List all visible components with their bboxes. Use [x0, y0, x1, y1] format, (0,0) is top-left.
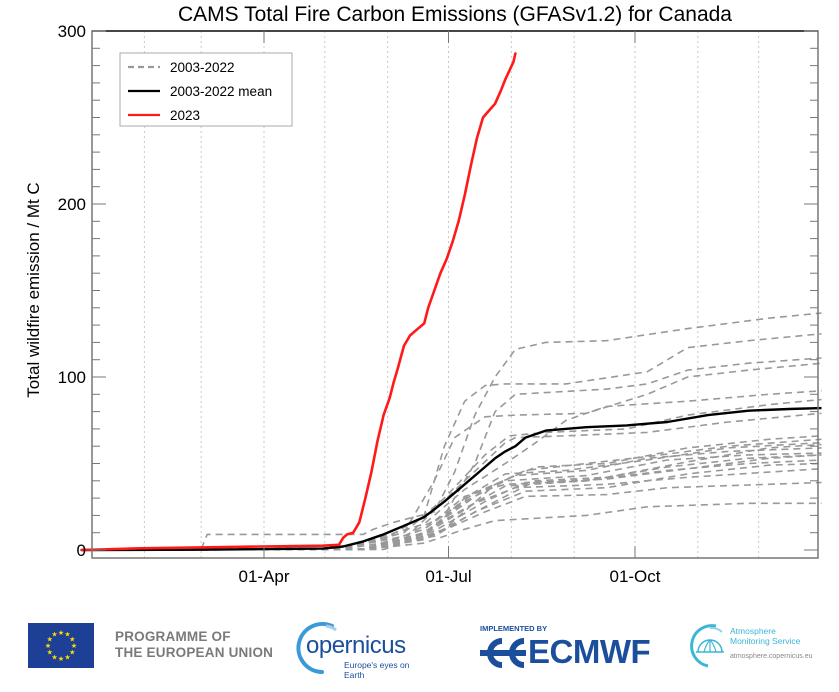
- eu-programme-line1: PROGRAMME OF: [115, 629, 231, 644]
- eu-programme-text: PROGRAMME OF THE EUROPEAN UNION: [115, 629, 273, 661]
- eu-star-icon: ★: [45, 642, 51, 650]
- historical-year-line: [81, 398, 822, 551]
- ecmwf-logo: ECMWF: [478, 633, 668, 671]
- series-2023: [80, 52, 517, 552]
- legend-label-2023: 2023: [170, 108, 200, 123]
- y-tick-label: 100: [58, 368, 86, 387]
- legend-label-mean: 2003-2022 mean: [170, 84, 272, 99]
- eu-programme-line2: THE EUROPEAN UNION: [115, 645, 274, 660]
- eu-star-icon: ★: [47, 649, 53, 657]
- historical-year-line: [81, 459, 822, 551]
- historical-year-line: [81, 481, 822, 551]
- eu-stars-icon: ★ ★★★★★★★★★★★: [45, 629, 77, 663]
- mean-line: [81, 406, 822, 552]
- implemented-by-label: IMPLEMENTED BY: [480, 624, 548, 633]
- line-2023: [80, 52, 517, 552]
- copernicus-logo: opernicus Europe's eyes on Earth: [292, 620, 422, 680]
- historical-year-line: [81, 443, 822, 551]
- x-tick-label: 01-Oct: [609, 567, 660, 586]
- historical-year-line: [81, 435, 822, 551]
- x-tick-label: 01-Apr: [238, 567, 289, 586]
- eu-flag-logo: ★ ★ ★ ★ ★ ★ ★ ★ ★ ★ ★ ★: [28, 623, 94, 668]
- eu-star-icon: ★: [58, 629, 64, 637]
- cams-globe-icon: [690, 624, 724, 668]
- legend: 2003-2022 2003-2022 mean 2023: [119, 52, 293, 127]
- historical-year-line: [81, 502, 822, 551]
- copernicus-arc-icon: [296, 622, 337, 674]
- eu-star-icon: ★: [69, 636, 75, 644]
- cams-name: Atmosphere Monitoring Service: [730, 626, 800, 646]
- historical-year-line: [81, 454, 822, 551]
- emissions-chart: CAMS Total Fire Carbon Emissions (GFASv1…: [24, 3, 822, 586]
- historical-year-line: [81, 357, 822, 551]
- historical-year-line: [81, 390, 822, 551]
- historical-series: [81, 312, 822, 551]
- eu-star-icon: ★: [71, 642, 77, 650]
- ecmwf-wordmark: ECMWF: [528, 633, 651, 670]
- eu-star-icon: ★: [51, 653, 57, 661]
- cams-logo: Atmosphere Monitoring Service atmosphere…: [686, 622, 836, 672]
- y-tick-label: 0: [77, 541, 86, 560]
- copernicus-tagline: Europe's eyes on Earth: [344, 660, 410, 680]
- y-tick-label: 300: [58, 22, 86, 41]
- eu-star-icon: ★: [64, 653, 70, 661]
- axes: 0 100 200 300 01-Apr 01-Jul 01-Oct: [58, 22, 818, 586]
- footer-logos: ★ ★ ★ ★ ★ ★ ★ ★ ★ ★ ★ ★ PROGRAMME OF THE EUROPEAN U…: [0, 600, 839, 692]
- eu-star-icon: ★: [47, 636, 53, 644]
- chart-title: CAMS Total Fire Carbon Emissions (GFASv1…: [178, 3, 732, 26]
- cams-line1: Atmosphere: [730, 626, 776, 636]
- copernicus-wordmark: opernicus: [306, 632, 406, 659]
- legend-box: [119, 52, 293, 127]
- historical-year-line: [81, 447, 822, 551]
- cams-line2: Monitoring Service: [730, 636, 801, 646]
- eu-star-icon: ★: [51, 631, 57, 639]
- historical-year-line: [81, 452, 822, 551]
- ecmwf-symbol-icon: [480, 638, 526, 668]
- eu-star-icon: ★: [58, 655, 64, 663]
- y-tick-label: 200: [58, 195, 86, 214]
- historical-year-line: [81, 412, 822, 551]
- legend-label-historical: 2003-2022: [170, 60, 235, 75]
- eu-star-icon: ★: [69, 649, 75, 657]
- historical-year-line: [81, 467, 822, 551]
- y-axis-label: Total wildfire emission / Mt C: [24, 182, 43, 397]
- historical-year-line: [81, 454, 822, 551]
- cams-url: atmosphere.copernicus.eu: [730, 653, 813, 660]
- eu-star-icon: ★: [64, 631, 70, 639]
- x-tick-label: 01-Jul: [425, 567, 471, 586]
- mean-series: [81, 406, 822, 552]
